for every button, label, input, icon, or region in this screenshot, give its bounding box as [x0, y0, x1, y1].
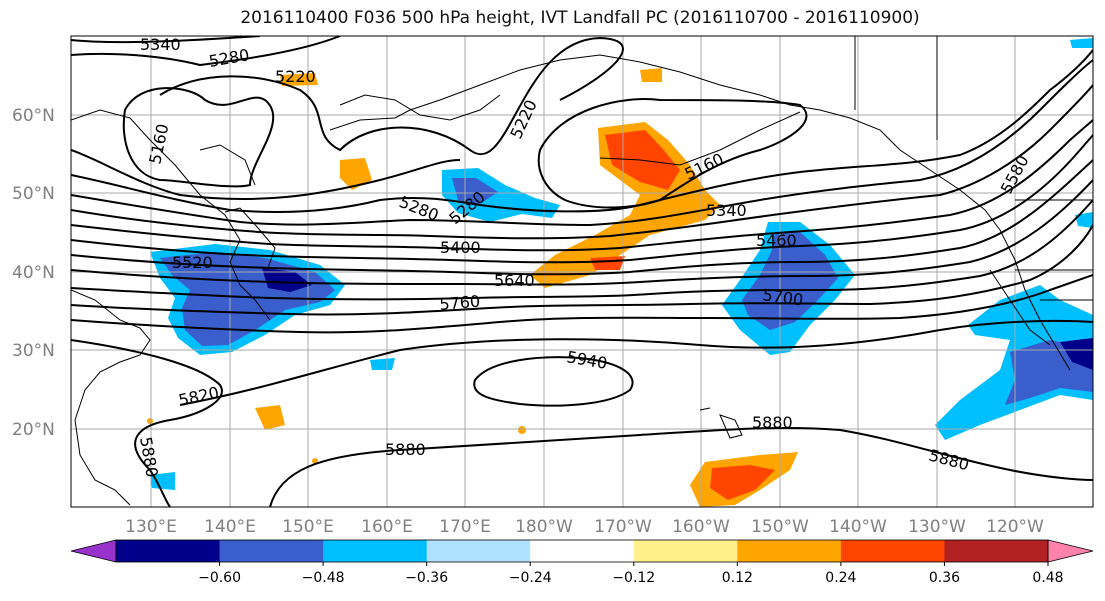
lon-label: 170°E	[439, 517, 491, 537]
colorbar-tick-label: −0.60	[198, 570, 241, 586]
map-title: 2016110400 F036 500 hPa height, IVT Land…	[240, 8, 920, 28]
colorbar: −0.60 −0.48 −0.36 −0.24 −0.12 0.12 0.24 0.36 0.4…	[70, 539, 1094, 586]
colorbar-tick-label: 0.12	[722, 570, 753, 586]
lat-label: 60°N	[12, 106, 55, 126]
contour-label: 5880	[752, 413, 793, 432]
ivt-negative-region	[150, 472, 175, 490]
colorbar-extend-high	[1047, 539, 1094, 563]
contour-label: 5760	[439, 292, 481, 314]
ivt-negative-region	[742, 232, 838, 330]
lat-label: 50°N	[12, 184, 55, 204]
contour-label: 5400	[440, 238, 481, 257]
ivt-positive-region	[640, 68, 662, 82]
ivt-positive-region	[590, 256, 625, 270]
ivt-negative-region	[262, 268, 312, 292]
latitude-labels: 60°N 50°N 40°N 30°N 20°N	[12, 106, 55, 440]
colorbar-segment	[633, 540, 738, 562]
lon-label: 160°W	[672, 517, 730, 537]
colorbar-segment	[530, 540, 635, 562]
contour-label: 5340	[706, 201, 747, 220]
contour-label: 5880	[385, 440, 426, 459]
lon-label: 170°W	[594, 517, 652, 537]
contour-labels: 5340 5280 5220 5160 5220 5280 5280 5400 …	[136, 35, 1033, 479]
contour-label: 5460	[756, 231, 797, 250]
map-panel: 5340 5280 5220 5160 5220 5280 5280 5400 …	[71, 35, 1093, 507]
lon-label: 150°E	[282, 517, 334, 537]
colorbar-tick-label: 0.48	[1032, 570, 1063, 586]
ivt-negative-region	[1070, 38, 1093, 48]
colorbar-tick-label: 0.36	[929, 570, 960, 586]
lon-label: 130°W	[908, 517, 966, 537]
contour-label: 5220	[275, 67, 316, 86]
ivt-positive-region	[518, 426, 526, 434]
lon-label: 150°W	[751, 517, 809, 537]
colorbar-segment	[116, 540, 221, 562]
contour-label: 5640	[494, 271, 535, 290]
colorbar-extend-low	[70, 539, 117, 563]
colorbar-segment	[737, 540, 842, 562]
colorbar-segment	[944, 540, 1049, 562]
colorbar-segment	[219, 540, 324, 562]
colorbar-tick-label: −0.12	[612, 570, 655, 586]
colorbar-tick-label: −0.36	[405, 570, 448, 586]
lon-label: 180°W	[515, 517, 573, 537]
lon-label: 130°E	[125, 517, 177, 537]
colorbar-tick-label: −0.24	[509, 570, 552, 586]
lon-label: 140°E	[204, 517, 256, 537]
map-frame	[70, 35, 1094, 508]
colorbar-segment	[323, 540, 428, 562]
height-contours	[71, 36, 1093, 507]
ivt-negative-region	[452, 178, 498, 205]
longitude-labels: 130°E 140°E 150°E 160°E 170°E 180°W 170°…	[125, 517, 1044, 537]
colorbar-segment	[840, 540, 945, 562]
lat-label: 30°N	[12, 341, 55, 361]
lat-label: 20°N	[12, 420, 55, 440]
colorbar-tick-label: 0.24	[825, 570, 856, 586]
ivt-positive-region	[710, 465, 775, 500]
colorbar-frame	[115, 539, 1049, 563]
ivt-negative-region	[370, 358, 395, 370]
ivt-positive-region	[340, 158, 372, 190]
contour-label: 5520	[172, 253, 213, 272]
lon-label: 120°W	[986, 517, 1044, 537]
lon-label: 160°E	[361, 517, 413, 537]
lat-label: 40°N	[12, 263, 55, 283]
contour-label: 5340	[140, 35, 181, 54]
ivt-positive-region	[147, 418, 153, 424]
lon-label: 140°W	[829, 517, 887, 537]
colorbar-segment	[426, 540, 531, 562]
ivt-positive-region	[255, 405, 285, 430]
colorbar-tick-label: −0.48	[302, 570, 345, 586]
ivt-negative-region	[1060, 338, 1093, 370]
